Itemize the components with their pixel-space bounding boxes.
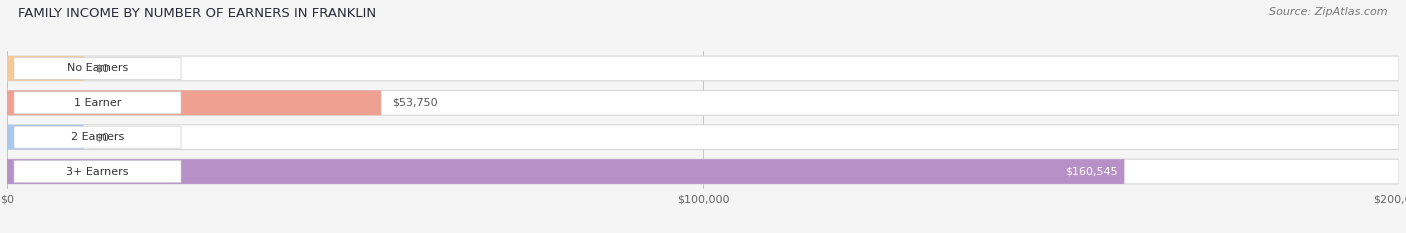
FancyBboxPatch shape xyxy=(7,125,83,150)
FancyBboxPatch shape xyxy=(7,56,83,81)
FancyBboxPatch shape xyxy=(7,159,1399,184)
FancyBboxPatch shape xyxy=(14,58,181,79)
Text: FAMILY INCOME BY NUMBER OF EARNERS IN FRANKLIN: FAMILY INCOME BY NUMBER OF EARNERS IN FR… xyxy=(18,7,377,20)
FancyBboxPatch shape xyxy=(14,92,181,114)
FancyBboxPatch shape xyxy=(7,125,1399,150)
FancyBboxPatch shape xyxy=(14,161,181,182)
Text: 1 Earner: 1 Earner xyxy=(75,98,121,108)
Text: Source: ZipAtlas.com: Source: ZipAtlas.com xyxy=(1270,7,1388,17)
FancyBboxPatch shape xyxy=(7,90,1399,115)
Text: 2 Earners: 2 Earners xyxy=(70,132,124,142)
Text: 3+ Earners: 3+ Earners xyxy=(66,167,129,177)
Text: $160,545: $160,545 xyxy=(1064,167,1118,177)
FancyBboxPatch shape xyxy=(7,56,1399,81)
Text: $0: $0 xyxy=(94,63,108,73)
Text: No Earners: No Earners xyxy=(67,63,128,73)
FancyBboxPatch shape xyxy=(7,90,381,115)
Text: $0: $0 xyxy=(94,132,108,142)
Text: $53,750: $53,750 xyxy=(392,98,437,108)
FancyBboxPatch shape xyxy=(14,126,181,148)
FancyBboxPatch shape xyxy=(7,159,1125,184)
